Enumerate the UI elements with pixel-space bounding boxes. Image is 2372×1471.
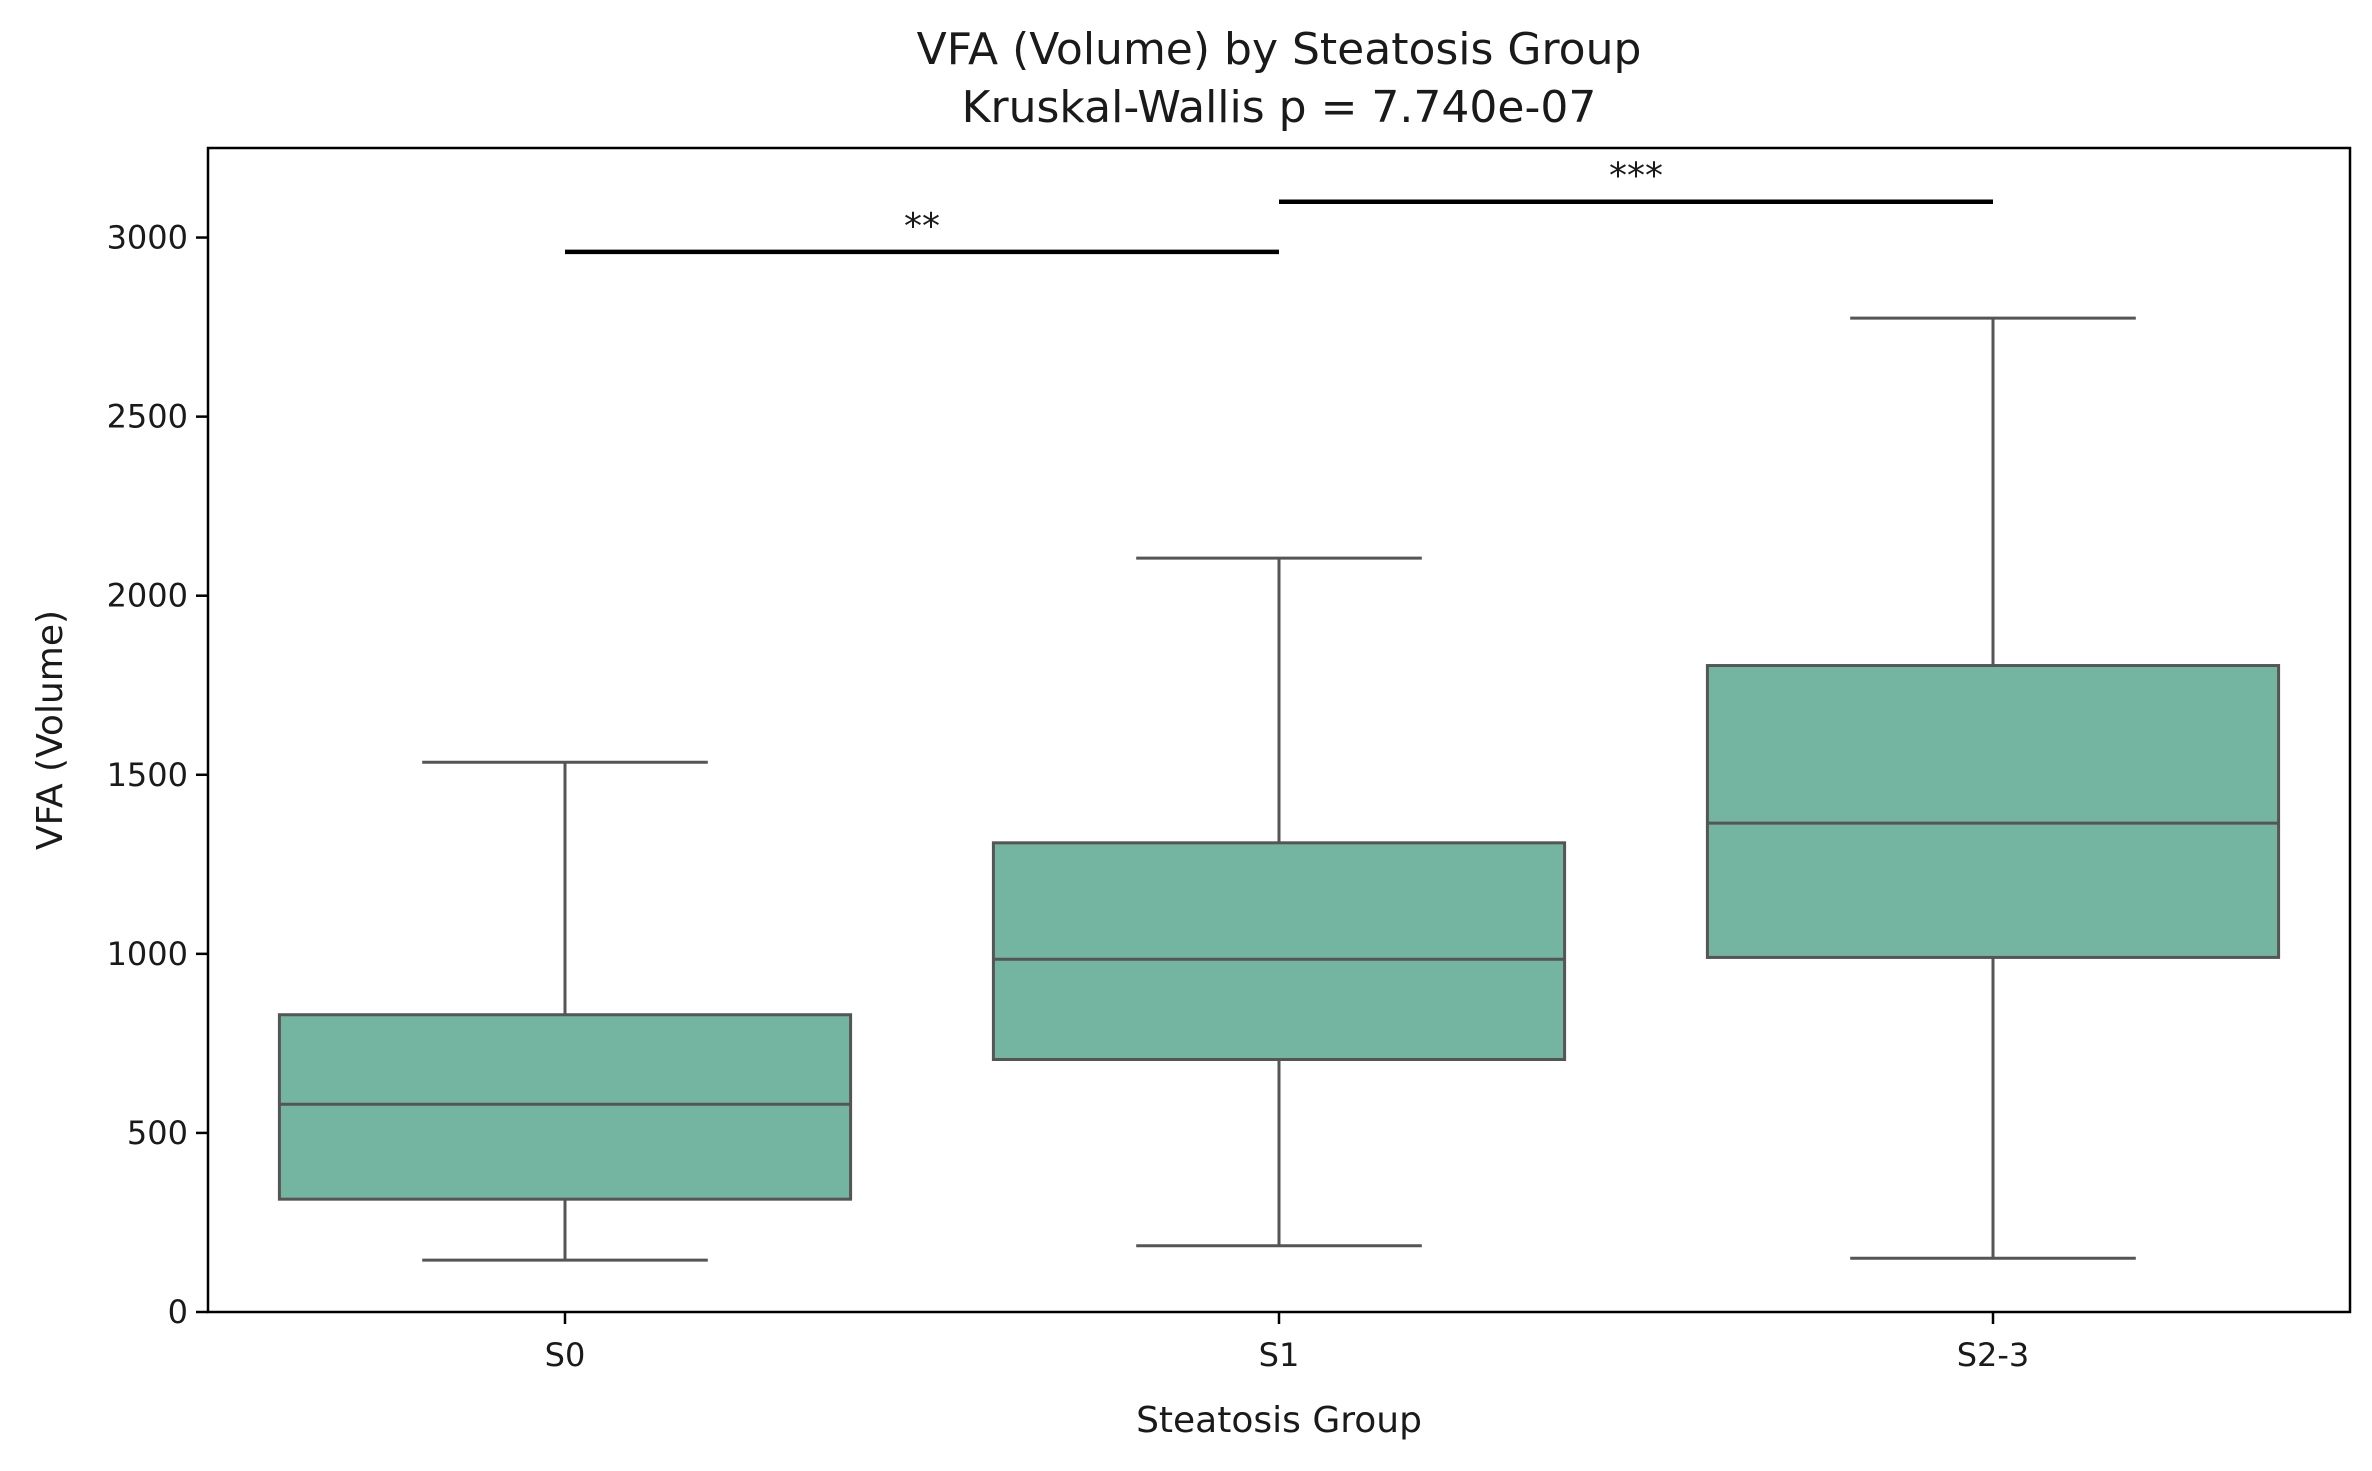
y-tick-label: 2000 [107,577,188,615]
y-tick-label: 1500 [107,756,188,794]
y-tick-label: 0 [168,1293,188,1331]
x-tick-label: S1 [1259,1336,1300,1374]
significance-label: *** [1609,156,1663,197]
box-s0 [277,1013,853,1201]
y-tick-label: 500 [127,1114,188,1152]
x-axis-label: Steatosis Group [1136,1400,1422,1441]
x-tick-label: S2-3 [1957,1336,2030,1374]
box-s2-3 [1705,664,2281,959]
plot-frame [206,146,2352,1314]
box-s1 [991,841,1567,1062]
y-tick-label: 1000 [107,935,188,973]
chart-subtitle: Kruskal-Wallis p = 7.740e-07 [962,82,1597,133]
y-axis-label: VFA (Volume) [30,610,71,850]
y-tick-label: 2500 [107,398,188,436]
significance-label: ** [904,206,940,247]
x-tick-label: S0 [545,1336,586,1374]
y-tick-label: 3000 [107,219,188,257]
chart-title: VFA (Volume) by Steatosis Group [917,24,1642,75]
